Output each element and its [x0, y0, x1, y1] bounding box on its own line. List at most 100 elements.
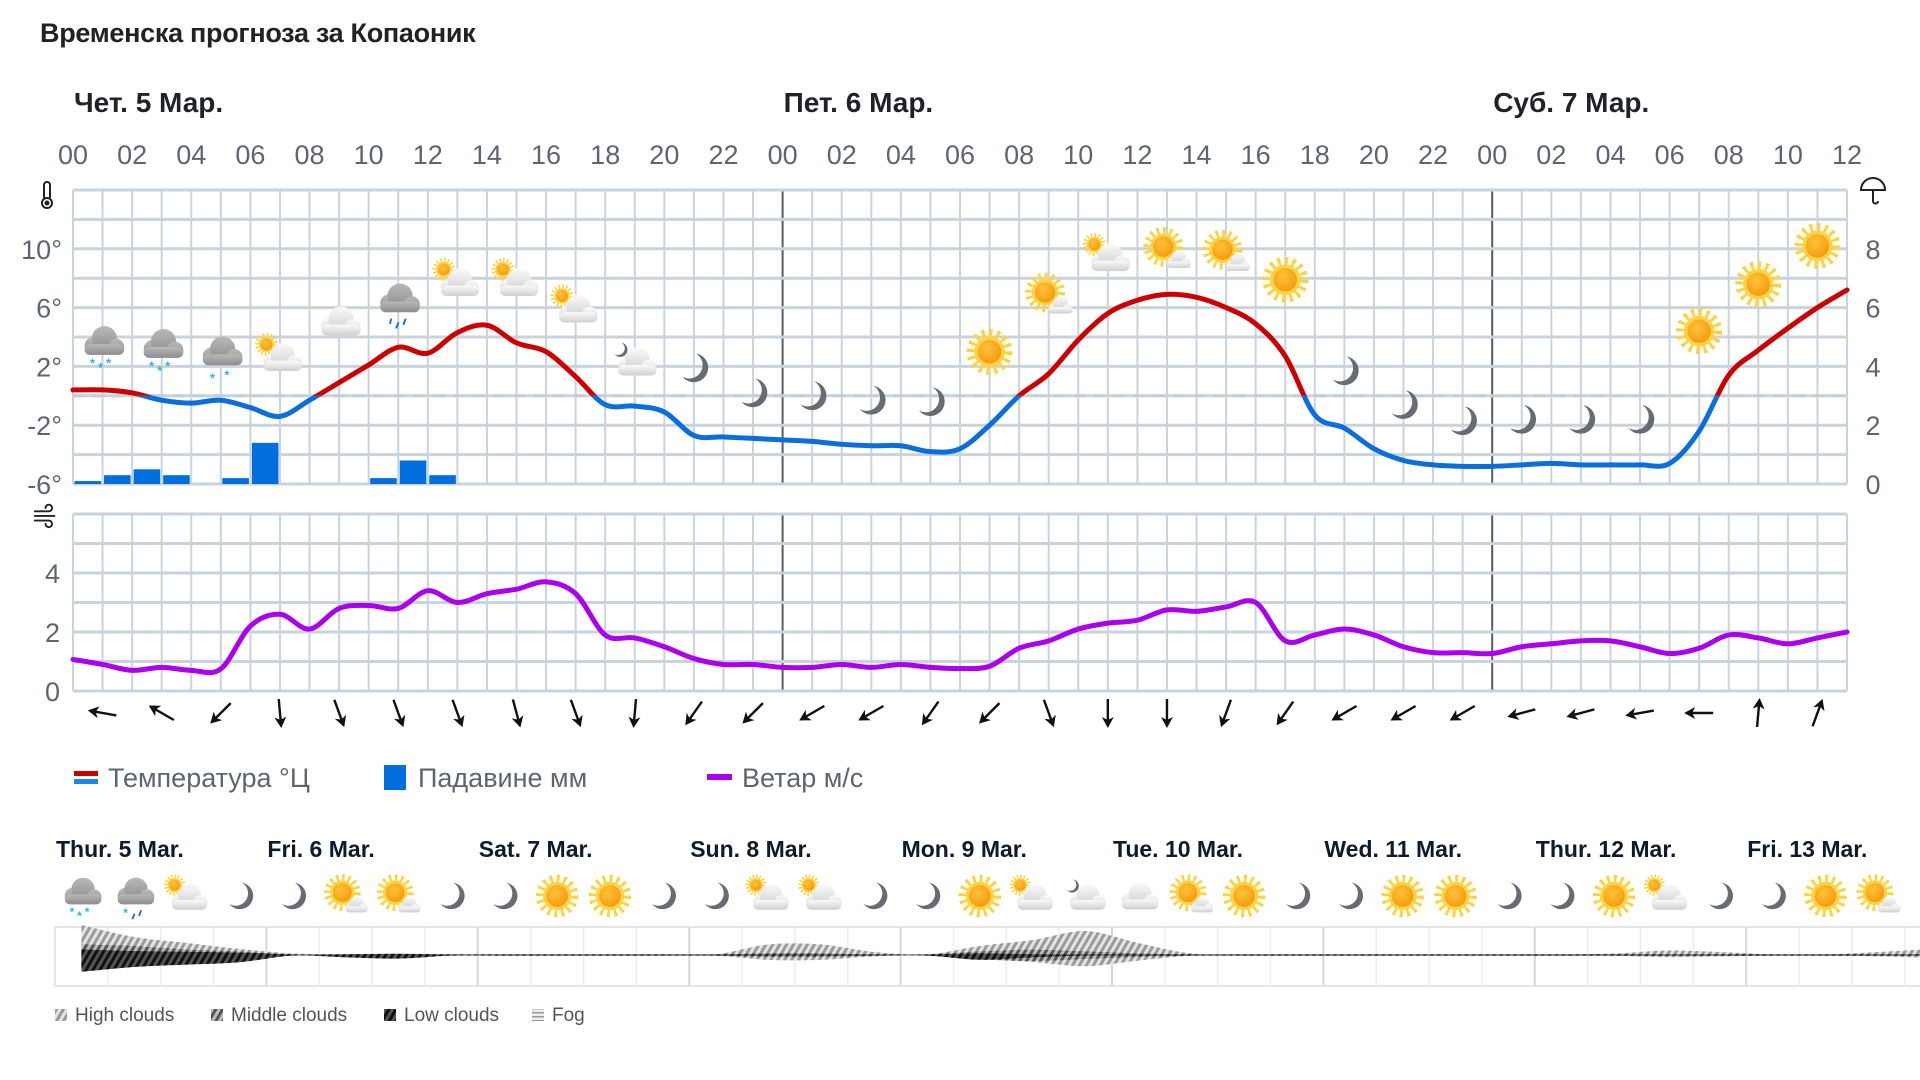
clear-icon: [592, 879, 627, 914]
arrow-shaft: [154, 707, 175, 722]
wind-arrow-icon: [978, 702, 1001, 724]
temperature-line-below-zero: [134, 395, 1721, 470]
clear-icon: [962, 879, 997, 914]
legend-precipitation[interactable]: Падавине мм: [384, 763, 587, 793]
clear-night-icon: [1498, 883, 1522, 909]
hour-label: 08: [295, 140, 325, 170]
arrow-shaft: [569, 699, 580, 721]
arrow-shaft: [392, 699, 403, 721]
arrow-shaft: [277, 698, 282, 722]
partly-cloudy-icon: [747, 876, 788, 909]
hour-axis: 00 02 04 06 08 10 12 14 16 18 20 22 00 02 04 06 08 10 12 14…: [58, 140, 1862, 170]
arrow-head: [453, 714, 465, 728]
arrow-shaft: [333, 699, 343, 721]
wind-arrow-icon: [799, 704, 825, 721]
arrow-head: [1276, 712, 1288, 726]
arrow-shaft: [1811, 705, 1822, 727]
chart-grid: [72, 188, 1848, 693]
wind-arrow-icon: [628, 698, 641, 728]
wind-arrow-icon: [210, 702, 232, 724]
arrow-head: [1752, 698, 1765, 710]
hour-label: 04: [176, 140, 206, 170]
hour-label: 02: [827, 140, 857, 170]
arrow-head: [1044, 714, 1056, 728]
high-clouds-band: [81, 925, 1920, 969]
arrow-head: [742, 711, 755, 724]
wind-arrow-icon: [1752, 698, 1765, 728]
middle-clouds-label: Middle clouds: [231, 1005, 347, 1026]
legend-temperature-swatch-red: [74, 771, 98, 776]
wind-line: [70, 579, 1850, 676]
clear-night-icon: [860, 386, 886, 415]
fair-icon: [1173, 878, 1214, 913]
light-snow-icon: [203, 336, 243, 385]
cloudy-icon: [321, 307, 361, 336]
fog-swatch: [532, 1009, 544, 1021]
clear-night-icon: [1339, 883, 1363, 909]
hour-label: 04: [1595, 140, 1625, 170]
arrow-head: [921, 712, 934, 726]
clear-icon: [1266, 261, 1304, 299]
wind-direction-arrows: [87, 698, 1825, 728]
arrow-shaft: [1631, 709, 1655, 716]
clear-icon: [1385, 879, 1420, 914]
partly-cloudy-icon: [1011, 876, 1052, 909]
arrow-head: [1507, 708, 1520, 720]
wind-arrow-icon: [685, 700, 703, 726]
wind-arrow-icon: [1331, 704, 1358, 721]
legend-precipitation-swatch: [384, 765, 406, 790]
clear-night-icon: [864, 883, 888, 909]
precipitation-bar: [163, 475, 190, 484]
wind-icon: [33, 503, 56, 529]
arrow-shaft: [1336, 704, 1358, 719]
hour-label: 10: [354, 140, 384, 170]
clear-night-icon: [705, 883, 729, 909]
arrow-head: [274, 716, 287, 728]
clear-night-icon: [1451, 406, 1477, 435]
arrow-head: [1101, 717, 1114, 728]
page-title: Временска прогноза за Копаоник: [40, 18, 476, 48]
partly-cloudy-icon: [166, 876, 207, 909]
clear-icon: [1597, 879, 1632, 914]
arrow-head: [1684, 707, 1696, 719]
clear-icon: [1799, 227, 1837, 265]
hour-label: 02: [117, 140, 147, 170]
legend-temperature[interactable]: Температура °Ц: [74, 763, 310, 793]
clear-night-icon: [1629, 405, 1655, 434]
temperature-line: [70, 287, 1850, 470]
temperature-tick-label: -2°: [27, 411, 62, 441]
wind-arrow-icon: [858, 704, 885, 721]
arrow-shaft: [511, 699, 520, 722]
arrow-head: [511, 715, 524, 728]
clear-night-icon: [441, 883, 465, 909]
clear-night-icon: [919, 387, 945, 416]
outlook-day-label: Thur. 12 Mar.: [1536, 836, 1677, 862]
hour-label: 16: [1241, 140, 1271, 170]
arrow-shaft: [1755, 704, 1761, 728]
arrow-head: [628, 716, 641, 728]
arrow-shaft: [863, 704, 885, 719]
wind-arrow-icon: [1219, 699, 1233, 728]
wind-tick-label: 4: [45, 559, 60, 589]
rain-icon: [380, 283, 420, 327]
snow-icon: [65, 878, 102, 924]
wind-arrow-icon: [333, 699, 347, 728]
thermometer-icon: [40, 180, 54, 210]
clear-night-icon: [282, 883, 306, 909]
temperature-tick-label: 6°: [36, 294, 62, 324]
partly-cloudy-night-icon: [1067, 879, 1106, 909]
fog-label: Fog: [552, 1005, 585, 1026]
precipitation-bar: [429, 475, 456, 484]
precipitation-tick-label: 6: [1865, 294, 1880, 324]
wind-arrow-icon: [1042, 699, 1056, 728]
arrow-head: [1449, 709, 1463, 721]
day-header: Суб. 7 Мар.: [1493, 87, 1649, 118]
arrow-head: [393, 714, 406, 728]
legend-wind[interactable]: Ветар м/с: [707, 763, 863, 793]
outlook-day-labels: Thur. 5 Mar. Fri. 6 Mar. Sat. 7 Mar. Sun. 8…: [56, 836, 1867, 862]
hour-label: 22: [1418, 140, 1448, 170]
arrow-head: [1331, 709, 1344, 721]
high-clouds-swatch: [55, 1009, 67, 1021]
wind-speed-line: [70, 579, 1850, 676]
arrow-shaft: [1279, 700, 1295, 721]
